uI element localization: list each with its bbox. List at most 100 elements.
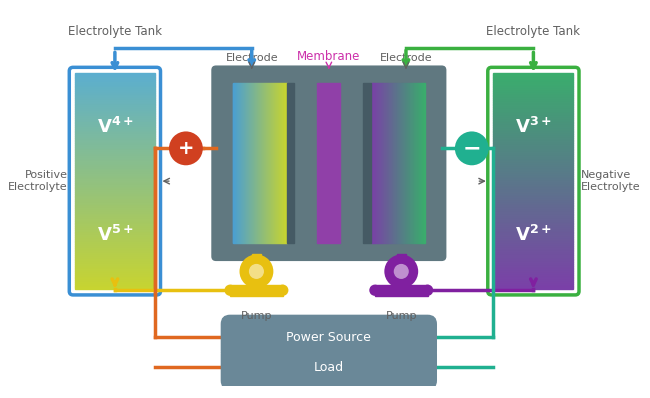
Bar <box>75 250 155 252</box>
Bar <box>493 210 573 212</box>
Text: $\mathbf{V^{4+}}$: $\mathbf{V^{4+}}$ <box>97 117 133 137</box>
Bar <box>493 127 573 129</box>
Bar <box>493 109 573 111</box>
Bar <box>493 286 573 287</box>
Bar <box>75 174 155 176</box>
Bar <box>493 133 573 134</box>
Bar <box>493 131 573 133</box>
Bar <box>75 219 155 221</box>
Text: −: − <box>463 139 481 158</box>
Bar <box>493 192 573 194</box>
Bar <box>493 239 573 241</box>
Bar <box>75 188 155 190</box>
Bar <box>75 150 155 152</box>
Bar <box>75 109 155 111</box>
Bar <box>75 89 155 91</box>
Bar <box>75 73 155 75</box>
Bar <box>252 254 261 266</box>
Bar <box>75 156 155 158</box>
Bar <box>75 133 155 134</box>
Bar <box>75 226 155 228</box>
Bar <box>363 83 371 243</box>
Bar <box>75 195 155 197</box>
Bar <box>493 219 573 221</box>
Text: Electrolyte Tank: Electrolyte Tank <box>68 25 162 38</box>
Bar <box>493 118 573 120</box>
Bar <box>75 78 155 80</box>
Bar <box>493 141 573 143</box>
Text: +: + <box>177 139 194 158</box>
Bar <box>75 282 155 284</box>
Bar <box>75 84 155 86</box>
Circle shape <box>369 285 381 296</box>
Circle shape <box>249 264 264 279</box>
Bar <box>493 275 573 277</box>
Bar <box>75 102 155 103</box>
Bar <box>75 230 155 232</box>
Bar <box>493 201 573 203</box>
Bar <box>493 190 573 192</box>
FancyBboxPatch shape <box>221 345 437 390</box>
Bar <box>493 168 573 170</box>
Bar <box>493 161 573 163</box>
Bar <box>75 134 155 136</box>
Text: Electrode: Electrode <box>380 53 432 62</box>
Bar <box>75 170 155 172</box>
Bar <box>493 179 573 181</box>
Bar <box>75 233 155 235</box>
Text: Power Source: Power Source <box>287 331 371 344</box>
Bar <box>396 254 406 266</box>
Bar <box>493 73 573 75</box>
Bar <box>75 107 155 109</box>
Bar <box>493 212 573 214</box>
Bar <box>493 287 573 289</box>
Bar <box>493 154 573 156</box>
Bar <box>75 80 155 82</box>
Bar <box>75 246 155 248</box>
Bar <box>75 154 155 156</box>
Bar <box>493 235 573 237</box>
Bar <box>75 208 155 210</box>
Bar <box>75 264 155 266</box>
Bar <box>75 152 155 154</box>
Bar <box>75 244 155 246</box>
Bar <box>493 257 573 259</box>
Bar <box>75 221 155 222</box>
Text: $\mathbf{V^{5+}}$: $\mathbf{V^{5+}}$ <box>97 225 133 245</box>
Bar <box>75 266 155 267</box>
Bar <box>75 260 155 262</box>
Bar <box>75 76 155 78</box>
Bar <box>75 280 155 282</box>
Bar <box>493 266 573 267</box>
Bar <box>493 207 573 208</box>
Bar <box>493 95 573 96</box>
Bar <box>493 217 573 219</box>
Bar <box>493 125 573 127</box>
Bar <box>493 149 573 150</box>
Text: $\mathbf{V^{2+}}$: $\mathbf{V^{2+}}$ <box>515 225 552 245</box>
Bar <box>75 253 155 255</box>
Bar <box>493 224 573 226</box>
Bar <box>75 201 155 203</box>
Bar <box>493 188 573 190</box>
Bar <box>493 111 573 113</box>
Bar <box>75 160 155 161</box>
Bar <box>75 235 155 237</box>
Bar <box>493 163 573 165</box>
Bar <box>493 167 573 168</box>
Bar <box>493 187 573 188</box>
Bar <box>75 194 155 195</box>
Bar <box>493 143 573 145</box>
Bar <box>493 160 573 161</box>
Bar <box>75 192 155 194</box>
Bar <box>493 279 573 280</box>
Bar <box>493 89 573 91</box>
Bar <box>75 178 155 179</box>
Bar <box>493 185 573 187</box>
Bar <box>493 84 573 86</box>
Text: Pump: Pump <box>385 311 417 321</box>
Bar <box>75 91 155 93</box>
Bar <box>493 230 573 232</box>
Bar <box>75 242 155 244</box>
Bar <box>493 208 573 210</box>
